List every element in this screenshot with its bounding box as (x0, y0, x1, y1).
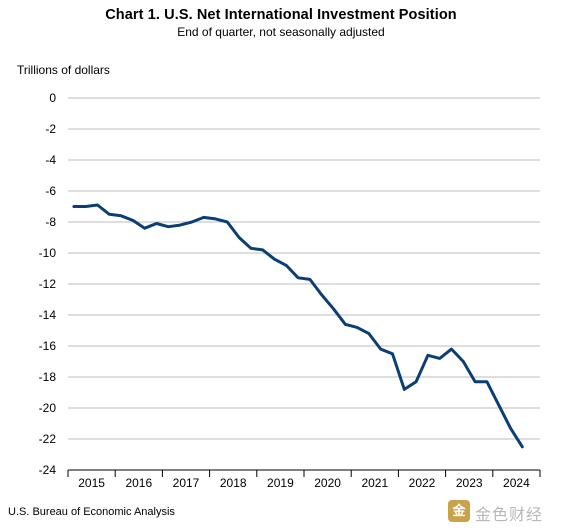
x-tick-label: 2024 (503, 476, 530, 490)
y-tick-label: -14 (39, 308, 57, 322)
y-tick-label: -12 (39, 277, 57, 291)
y-tick-label: -24 (39, 463, 57, 477)
x-tick-label: 2017 (173, 476, 200, 490)
source-note: U.S. Bureau of Economic Analysis (8, 506, 175, 518)
x-tick-label: 2018 (220, 476, 247, 490)
y-tick-label: -22 (39, 432, 57, 446)
x-tick-label: 2019 (267, 476, 294, 490)
y-tick-label: -2 (45, 122, 56, 136)
x-tick-label: 2016 (125, 476, 152, 490)
chart-subtitle: End of quarter, not seasonally adjusted (177, 25, 385, 39)
y-tick-label: -20 (39, 401, 57, 415)
y-tick-label: -10 (39, 246, 57, 260)
y-tick-label: -6 (45, 184, 56, 198)
chart-title: Chart 1. U.S. Net International Investme… (105, 7, 457, 23)
x-tick-labels: 2015 2016 2017 2018 2019 2020 2021 2022 2023 2024 (78, 476, 530, 490)
y-tick-label: -16 (39, 339, 57, 353)
y-tick-label: -4 (45, 153, 56, 167)
x-tick-label: 2020 (314, 476, 341, 490)
y-tick-label: -18 (39, 370, 57, 384)
x-tick-label: 2023 (456, 476, 483, 490)
watermark-text: 金色财经 (475, 505, 544, 524)
series-line-0 (72, 203, 524, 449)
y-axis-label: Trillions of dollars (17, 63, 110, 77)
gridlines (68, 97, 540, 440)
x-axis (67, 469, 541, 477)
x-tick-label: 2021 (361, 476, 388, 490)
y-tick-labels: 0 -2 -4 -6 -8 -10 -12 -14 -16 -18 -20 -22 -24 (39, 91, 57, 477)
watermark: 金 金色财经 (448, 498, 552, 524)
y-tick-label: 0 (49, 91, 56, 105)
x-tick-label: 2022 (409, 476, 436, 490)
series-line-layer (72, 203, 524, 449)
watermark-logo-icon: 金 (448, 500, 470, 522)
x-tick-label: 2015 (78, 476, 105, 490)
y-tick-label: -8 (45, 215, 56, 229)
